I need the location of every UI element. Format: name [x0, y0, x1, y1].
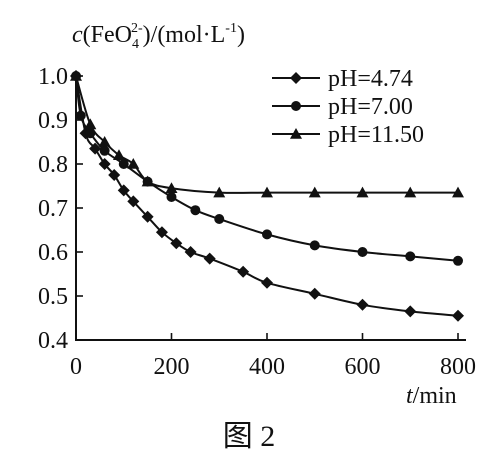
data-point-diamond — [170, 237, 183, 250]
data-point-diamond — [203, 252, 216, 265]
data-point-triangle — [98, 136, 111, 147]
data-point-circle — [357, 247, 368, 257]
data-point-diamond — [108, 169, 121, 181]
data-point-triangle — [70, 70, 82, 81]
data-point-triangle — [141, 175, 154, 187]
x-axis-label-text: /min — [413, 383, 457, 409]
data-point-circle — [214, 214, 225, 224]
legend-label: pH=11.50 — [328, 122, 424, 148]
data-point-triangle — [213, 186, 226, 198]
data-point-triangle — [308, 186, 321, 198]
data-point-diamond — [404, 305, 417, 318]
data-point-diamond — [184, 246, 197, 258]
data-point-triangle — [127, 158, 140, 169]
x-axis-label: t/min — [406, 383, 457, 409]
data-point-circle — [309, 240, 320, 251]
x-tick-label: 600 — [345, 354, 381, 380]
data-point-triangle — [452, 186, 464, 198]
data-point-circle — [99, 145, 110, 156]
data-point-circle — [453, 255, 463, 266]
data-point-diamond — [237, 265, 250, 278]
data-point-diamond — [308, 287, 321, 300]
y-axis-label-sup: 2- — [131, 21, 143, 36]
data-point-diamond — [98, 158, 111, 170]
x-tick-label: 0 — [70, 354, 82, 380]
data-point-triangle — [261, 186, 273, 198]
y-axis-label: c(FeO42-)/(mol·L-1) — [72, 21, 245, 52]
y-axis-label-text3: ) — [237, 22, 245, 48]
data-point-circle — [166, 192, 177, 202]
y-axis-label-sup2: -1 — [225, 21, 237, 36]
data-point-circle — [405, 251, 416, 262]
data-point-triangle — [404, 186, 417, 198]
y-axis-label-sub: 4 — [132, 37, 139, 52]
data-point-circle — [75, 110, 86, 121]
data-point-circle — [262, 229, 272, 240]
x-axis-label-italic: t — [406, 383, 414, 409]
data-point-triangle — [165, 182, 178, 193]
y-tick-label: 0.8 — [38, 152, 68, 178]
y-axis-label-italic: c — [72, 22, 83, 48]
y-tick-label: 0.6 — [38, 240, 68, 266]
data-point-diamond — [89, 142, 102, 155]
y-tick-label: 0.5 — [38, 284, 68, 310]
x-tick-label: 800 — [440, 354, 476, 380]
data-point-diamond — [127, 195, 140, 208]
data-point-circle — [190, 205, 201, 216]
data-point-diamond — [261, 276, 273, 289]
y-tick-label: 0.9 — [38, 108, 68, 134]
y-tick-label: 1.0 — [38, 64, 68, 90]
data-point-circle — [118, 159, 129, 169]
data-point-diamond — [141, 210, 154, 223]
data-point-diamond — [452, 309, 464, 322]
legend-marker-triangle — [290, 128, 302, 139]
x-tick-label: 400 — [249, 354, 285, 380]
data-point-diamond — [117, 184, 130, 197]
figure-caption: 图 2 — [223, 420, 276, 453]
plot-area: 1.0 0.9 0.8 0.7 0.6 0.5 0.40 200 400 600 800 pH=4.7… — [38, 64, 476, 380]
data-point-triangle — [356, 186, 369, 198]
data-point-diamond — [356, 298, 369, 311]
y-tick-label: 0.7 — [38, 196, 68, 222]
x-tick-label: 200 — [154, 354, 190, 380]
data-point-triangle — [84, 118, 97, 130]
legend-marker-circle — [291, 101, 301, 111]
data-point-diamond — [155, 226, 168, 239]
y-axis-label-text1: (FeO — [83, 22, 132, 48]
y-tick-label: 0.4 — [38, 328, 68, 354]
data-point-triangle — [112, 149, 125, 160]
legend-label: pH=7.00 — [328, 94, 413, 120]
legend-label: pH=4.74 — [328, 66, 413, 92]
legend-marker-diamond — [290, 72, 302, 84]
y-axis-label-text2: )/(mol·L — [143, 22, 226, 48]
